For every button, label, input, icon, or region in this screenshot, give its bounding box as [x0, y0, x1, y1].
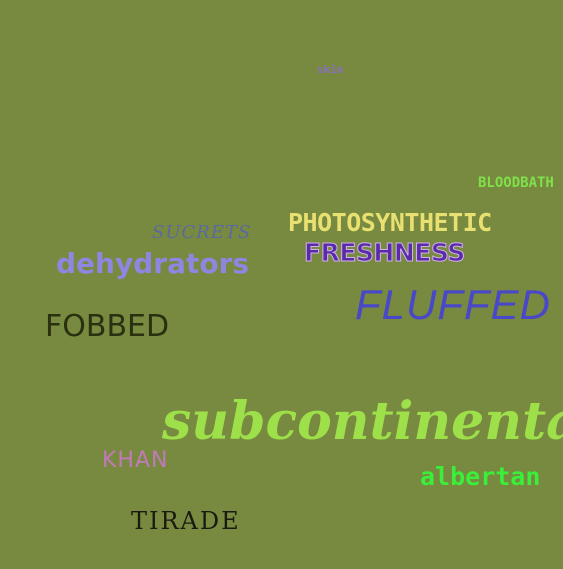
word-skin: skin — [317, 63, 344, 76]
word-dehydrators: dehydrators — [56, 247, 250, 280]
word-freshness: FRESHNESS — [304, 238, 466, 267]
word-sucrets: SUCRETS — [152, 222, 252, 243]
word-khan: KHAN — [102, 448, 169, 473]
word-subcontinental: subcontinental — [162, 391, 563, 452]
word-albertan: albertan — [420, 462, 541, 491]
word-fobbed: FOBBED — [45, 309, 170, 344]
word-tirade: TIRADE — [131, 507, 241, 535]
word-bloodbath: BLOODBATH — [478, 175, 554, 191]
word-photosynthetic: PHOTOSYNTHETIC — [288, 208, 492, 237]
word-fluffed: FLUFFED — [355, 281, 551, 328]
